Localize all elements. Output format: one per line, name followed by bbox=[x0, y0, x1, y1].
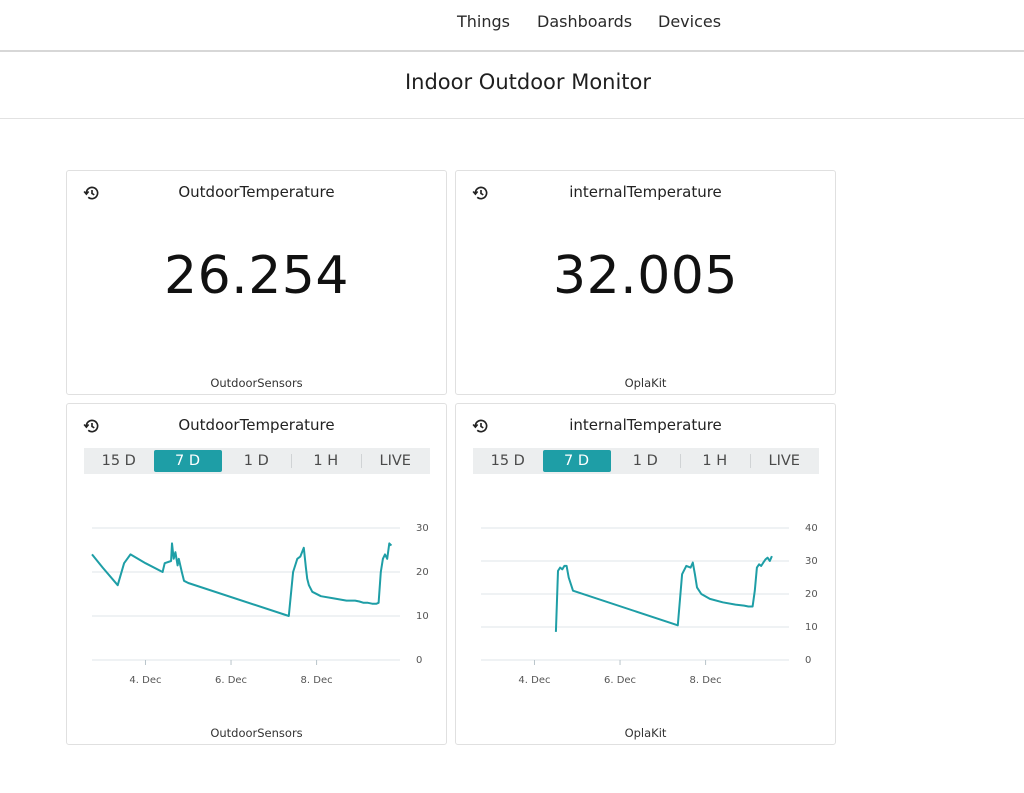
range-live-button[interactable]: LIVE bbox=[360, 448, 431, 474]
x-tick-label: 4. Dec bbox=[129, 675, 161, 686]
range-7d-button[interactable]: 7 D bbox=[153, 450, 222, 472]
history-icon[interactable] bbox=[83, 417, 101, 435]
top-navigation: Things Dashboards Devices bbox=[0, 0, 1024, 52]
range-live-button[interactable]: LIVE bbox=[749, 448, 820, 474]
series-line bbox=[91, 542, 393, 617]
x-tick-label: 6. Dec bbox=[604, 675, 636, 686]
history-icon[interactable] bbox=[472, 417, 490, 435]
widget-title: OutdoorTemperature bbox=[178, 416, 335, 434]
x-tick-label: 6. Dec bbox=[215, 675, 247, 686]
y-tick-label: 0 bbox=[416, 655, 422, 666]
value-widget-internal: internalTemperature 32.005 OplaKit bbox=[455, 170, 836, 395]
range-15d-button[interactable]: 15 D bbox=[490, 453, 525, 469]
y-tick-label: 0 bbox=[805, 655, 811, 666]
widget-value: 26.254 bbox=[164, 246, 349, 306]
line-chart: 0 10 20 30 4. Dec 6. Dec 8. Dec bbox=[91, 523, 429, 686]
widget-title: internalTemperature bbox=[569, 416, 722, 434]
widget-thing-name: OplaKit bbox=[624, 726, 667, 740]
y-tick-label: 30 bbox=[805, 556, 818, 567]
range-1d-button[interactable]: 1 D bbox=[632, 453, 658, 469]
widget-thing-name: OutdoorSensors bbox=[210, 726, 303, 740]
time-range-selector: 15 D 7 D 1 D 1 H LIVE bbox=[84, 448, 430, 474]
widget-thing-name: OutdoorSensors bbox=[210, 376, 303, 390]
series-line bbox=[554, 555, 773, 632]
widget-value: 32.005 bbox=[553, 246, 738, 306]
widget-title: OutdoorTemperature bbox=[178, 183, 335, 201]
range-1h-button[interactable]: 1 H bbox=[680, 448, 750, 474]
page-title: Indoor Outdoor Monitor bbox=[404, 70, 652, 94]
x-tick-label: 4. Dec bbox=[518, 675, 550, 686]
range-1h-button[interactable]: 1 H bbox=[291, 448, 361, 474]
history-icon[interactable] bbox=[83, 184, 101, 202]
nav-devices[interactable]: Devices bbox=[658, 12, 722, 31]
time-range-selector: 15 D 7 D 1 D 1 H LIVE bbox=[473, 448, 819, 474]
range-7d-button[interactable]: 7 D bbox=[542, 450, 611, 472]
x-tick-label: 8. Dec bbox=[690, 675, 722, 686]
widget-thing-name: OplaKit bbox=[624, 376, 667, 390]
value-widget-outdoor: OutdoorTemperature 26.254 OutdoorSensors bbox=[66, 170, 447, 395]
widget-title: internalTemperature bbox=[569, 183, 722, 201]
range-1d-button[interactable]: 1 D bbox=[243, 453, 269, 469]
y-tick-label: 20 bbox=[416, 567, 429, 578]
history-icon[interactable] bbox=[472, 184, 490, 202]
y-tick-label: 20 bbox=[805, 589, 818, 600]
nav-things[interactable]: Things bbox=[457, 12, 510, 31]
x-tick-label: 8. Dec bbox=[301, 675, 333, 686]
y-tick-label: 30 bbox=[416, 523, 429, 534]
y-tick-label: 40 bbox=[805, 523, 818, 534]
line-chart: 0 10 20 30 40 4. Dec 6. Dec 8. Dec bbox=[481, 523, 818, 686]
y-tick-label: 10 bbox=[805, 622, 818, 633]
chart-widget-internal: internalTemperature 15 D 7 D 1 D 1 H LIV… bbox=[455, 403, 836, 745]
range-15d-button[interactable]: 15 D bbox=[101, 453, 136, 469]
dashboard-header: Indoor Outdoor Monitor bbox=[0, 52, 1024, 119]
chart-widget-outdoor: OutdoorTemperature 15 D 7 D 1 D 1 H LIVE… bbox=[66, 403, 447, 745]
nav-dashboards[interactable]: Dashboards bbox=[537, 12, 633, 31]
y-tick-label: 10 bbox=[416, 611, 429, 622]
